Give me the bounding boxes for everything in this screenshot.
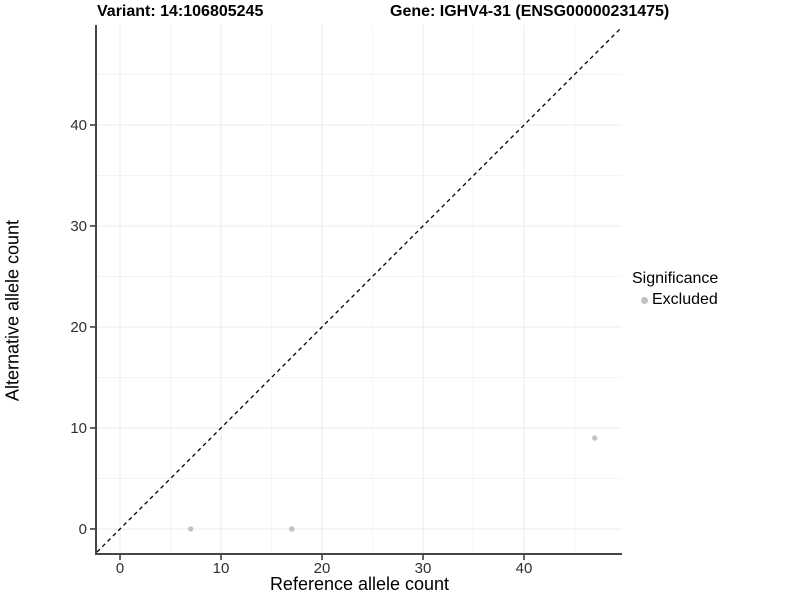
x-axis-title: Reference allele count [269, 574, 450, 594]
excluded-point-icon [641, 296, 648, 304]
x-tick-label: 40 [516, 560, 533, 577]
data-point [592, 435, 598, 441]
gene-title: Gene: IGHV4-31 (ENSG00000231475) [390, 3, 670, 20]
legend-item-excluded: Excluded [632, 291, 718, 309]
x-tick-label: 0 [116, 560, 124, 577]
data-point [188, 526, 194, 532]
y-tick-label: 10 [70, 420, 87, 437]
y-axis-title: Alternative allele count [2, 219, 23, 402]
x-tick-label: 10 [213, 560, 230, 577]
x-tick-label: 30 [415, 560, 432, 577]
legend-title: Significance [632, 270, 719, 287]
x-tick-label: 20 [314, 560, 331, 577]
y-tick-label: 0 [79, 521, 87, 538]
legend: Significance Excluded [632, 270, 718, 309]
data-point [289, 526, 295, 532]
identity-reference-line [96, 26, 623, 553]
y-tick-label: 40 [70, 117, 87, 134]
variant-title: Variant: 14:106805245 [97, 3, 264, 20]
y-tick-label: 20 [70, 319, 87, 336]
y-tick-label: 30 [70, 218, 87, 235]
legend-item-label: Excluded [652, 291, 718, 308]
